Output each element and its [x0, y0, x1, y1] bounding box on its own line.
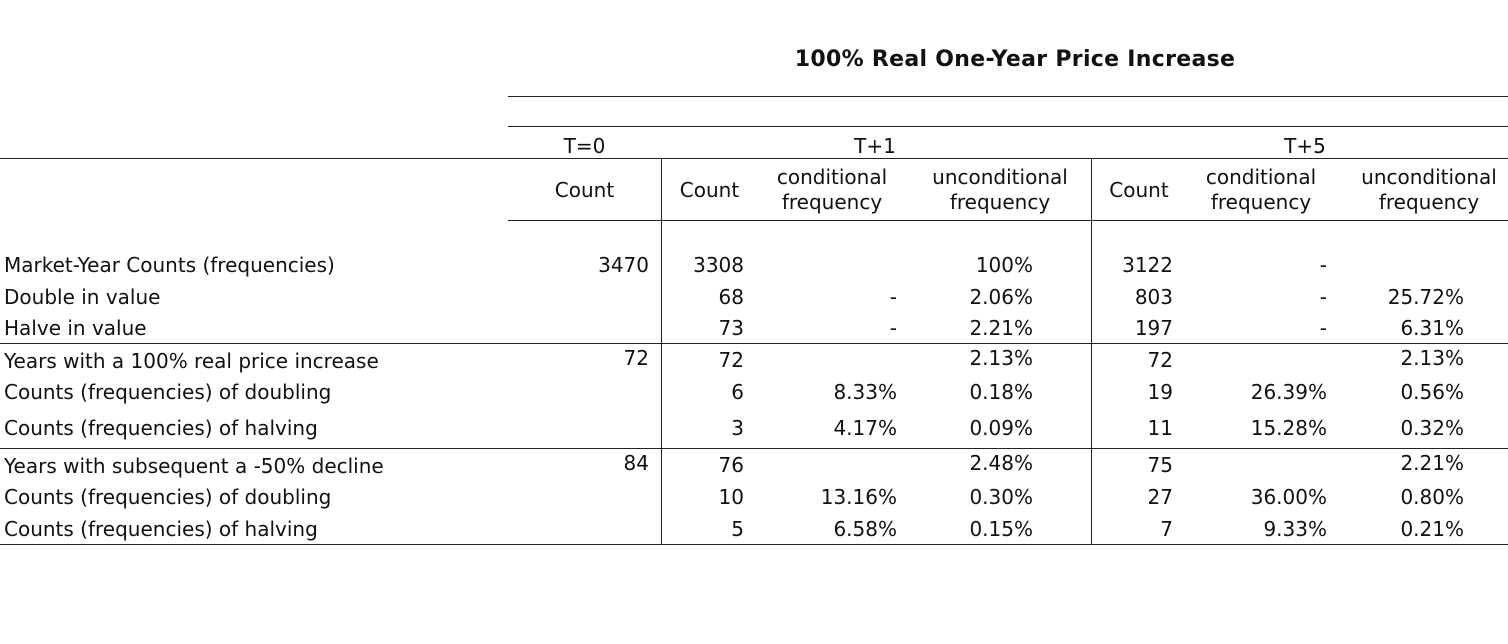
cell-t5-count: 7: [1160, 517, 1173, 541]
cell-t5-cond: 26.39%: [1250, 380, 1327, 404]
cell-t5-uncond: 25.72%: [1387, 285, 1464, 309]
row-label: Double in value: [4, 285, 161, 309]
divider-t5: [1091, 158, 1092, 544]
cell-t1-uncond: 0.09%: [969, 416, 1033, 440]
cell-t1-cond: 8.33%: [833, 380, 897, 404]
cell-t1-count: 3: [731, 416, 744, 440]
rule-period: [0, 158, 1508, 159]
cell-t5-uncond: 2.13%: [1400, 346, 1464, 370]
header-t5-uncond-line2: frequency: [1378, 190, 1480, 214]
cell-t1-count: 10: [718, 485, 744, 509]
cell-t1-count: 73: [718, 316, 744, 340]
header-t1-uncond: unconditional frequency: [910, 165, 1090, 215]
cell-t5-count: 197: [1134, 316, 1173, 340]
row-label: Market-Year Counts (frequencies): [4, 253, 335, 277]
header-t5-cond-line2: frequency: [1210, 190, 1312, 214]
header-t5-uncond: unconditional frequency: [1340, 165, 1508, 215]
row-label: Counts (frequencies) of halving: [4, 416, 318, 440]
table-title: 100% Real One-Year Price Increase: [794, 47, 1236, 72]
cell-t5-cond: 15.28%: [1250, 416, 1327, 440]
cell-t5-count: 11: [1147, 416, 1173, 440]
period-t1: T+1: [854, 134, 896, 158]
cell-t1-cond: -: [889, 316, 897, 340]
cell-t1-uncond: 2.48%: [969, 451, 1033, 475]
cell-t1-count: 68: [718, 285, 744, 309]
rule-upper: [508, 126, 1508, 127]
cell-t5-count: 803: [1134, 285, 1173, 309]
cell-t5-count: 3122: [1122, 253, 1173, 277]
rule-section-2: [0, 448, 1508, 449]
header-t5-cond-line1: conditional: [1205, 165, 1317, 189]
cell-t1-count: 6: [731, 380, 744, 404]
cell-t5-count: 19: [1147, 380, 1173, 404]
rule-header: [508, 220, 1508, 221]
cell-t1-uncond: 0.30%: [969, 485, 1033, 509]
cell-t1-count: 72: [718, 348, 744, 372]
cell-t1-cond: -: [889, 285, 897, 309]
cell-t1-cond: 4.17%: [833, 416, 897, 440]
cell-t5-cond: 9.33%: [1263, 517, 1327, 541]
cell-t5-count: 27: [1147, 485, 1173, 509]
cell-t1-uncond: 0.15%: [969, 517, 1033, 541]
cell-t5-cond: 36.00%: [1250, 485, 1327, 509]
cell-t5-uncond: 2.21%: [1400, 451, 1464, 475]
cell-t1-count: 3308: [693, 253, 744, 277]
cell-t5-uncond: 0.21%: [1400, 517, 1464, 541]
header-t1-uncond-line2: frequency: [949, 190, 1051, 214]
cell-t5-uncond: 0.80%: [1400, 485, 1464, 509]
row-label: Counts (frequencies) of halving: [4, 517, 318, 541]
cell-t5-count: 72: [1147, 348, 1173, 372]
cell-t1-uncond: 2.21%: [969, 316, 1033, 340]
period-t0: T=0: [563, 134, 606, 158]
cell-t5-cond: -: [1319, 253, 1327, 277]
cell-t1-cond: 6.58%: [833, 517, 897, 541]
cell-t5-cond: -: [1319, 285, 1327, 309]
period-t5: T+5: [1284, 134, 1326, 158]
cell-t5-uncond: 0.56%: [1400, 380, 1464, 404]
row-label: Years with subsequent a -50% decline: [4, 454, 384, 478]
header-t5-cond: conditional frequency: [1186, 165, 1336, 215]
cell-t5-uncond: 6.31%: [1400, 316, 1464, 340]
cell-t1-count: 76: [718, 453, 744, 477]
header-t5-count: Count: [1109, 178, 1169, 202]
cell-t1-uncond: 100%: [975, 253, 1033, 277]
cell-t1-cond: 13.16%: [820, 485, 897, 509]
cell-t0-count: 3470: [598, 253, 649, 277]
row-label: Years with a 100% real price increase: [4, 349, 379, 373]
header-t1-cond-line1: conditional: [776, 165, 888, 189]
row-label: Halve in value: [4, 316, 147, 340]
rule-bottom: [0, 544, 1508, 545]
row-label: Counts (frequencies) of doubling: [4, 380, 332, 404]
header-t1-cond: conditional frequency: [757, 165, 907, 215]
cell-t1-uncond: 2.06%: [969, 285, 1033, 309]
cell-t1-count: 5: [731, 517, 744, 541]
cell-t1-uncond: 0.18%: [969, 380, 1033, 404]
cell-t1-uncond: 2.13%: [969, 346, 1033, 370]
cell-t5-count: 75: [1147, 453, 1173, 477]
row-label: Counts (frequencies) of doubling: [4, 485, 332, 509]
header-t0-count: Count: [554, 178, 615, 202]
header-t5-uncond-line1: unconditional: [1361, 165, 1497, 189]
cell-t5-uncond: 0.32%: [1400, 416, 1464, 440]
rule-top: [508, 96, 1508, 97]
header-t1-count: Count: [679, 178, 740, 202]
cell-t0-count: 72: [623, 346, 649, 370]
cell-t5-cond: -: [1319, 316, 1327, 340]
header-t1-uncond-line1: unconditional: [932, 165, 1068, 189]
header-t1-cond-line2: frequency: [781, 190, 883, 214]
rule-section-1: [0, 343, 1508, 344]
divider-t1: [661, 158, 662, 544]
cell-t0-count: 84: [623, 451, 649, 475]
